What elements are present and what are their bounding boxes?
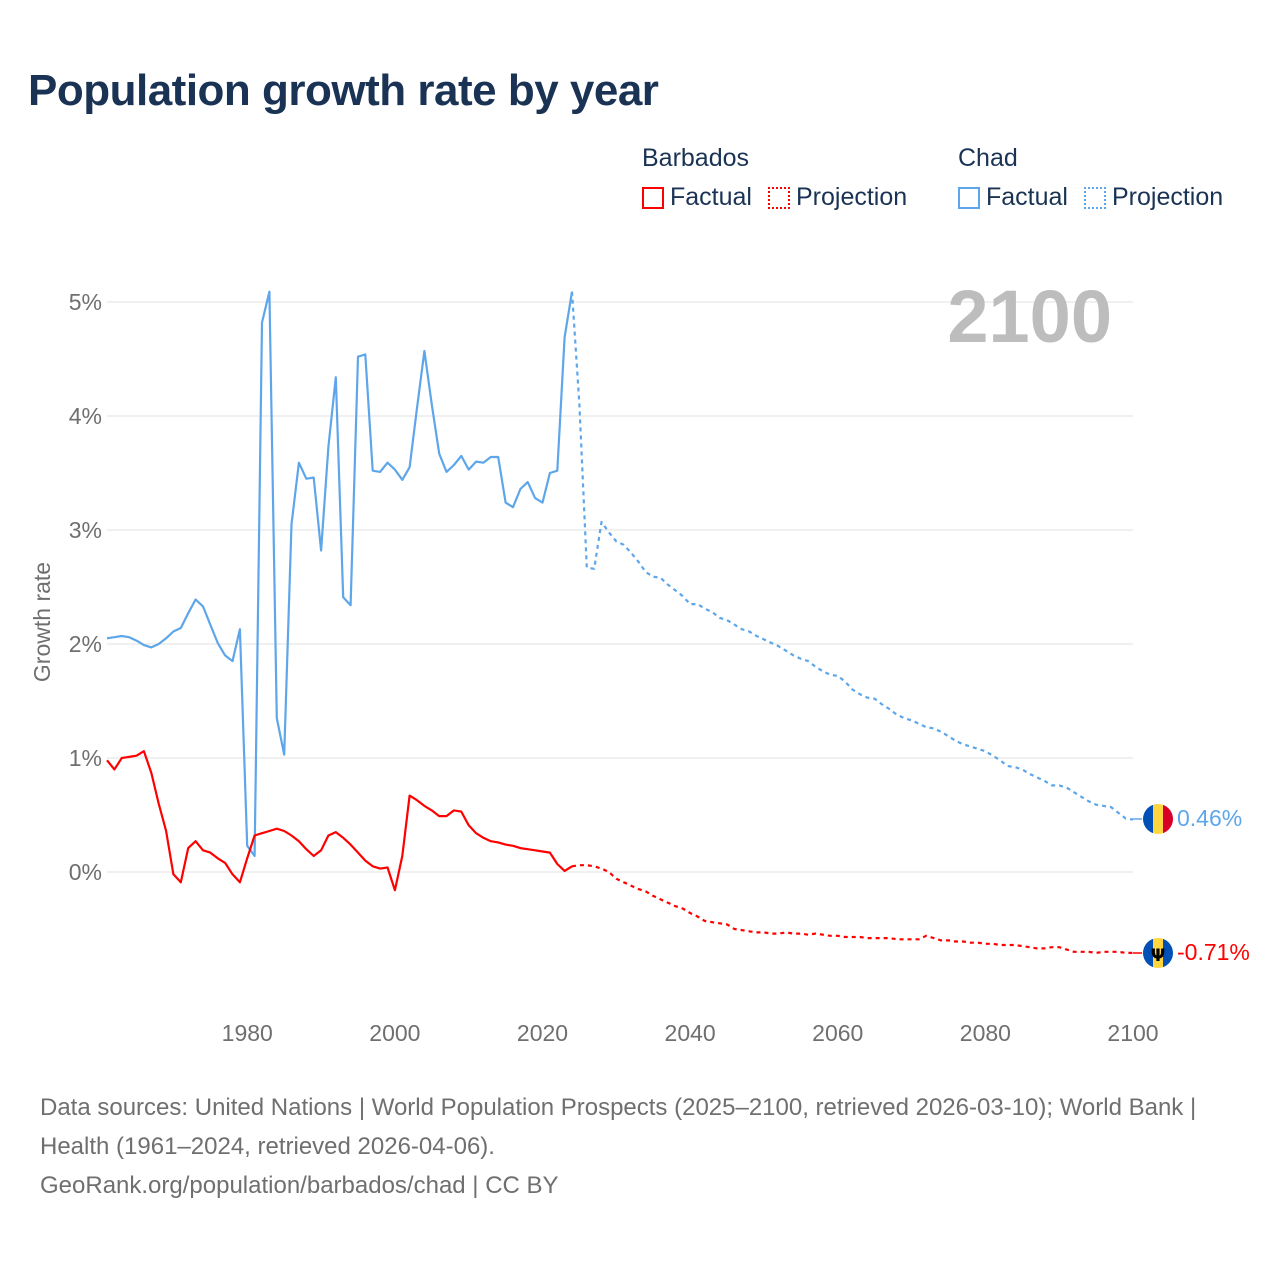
barbados-factual-line[interactable] bbox=[106, 750, 573, 892]
barbados-flag-icon: Ψ bbox=[1143, 938, 1173, 968]
data-sources: Data sources: United Nations | World Pop… bbox=[40, 1094, 1197, 1160]
chad-factual-line[interactable] bbox=[106, 290, 574, 858]
y-axis-label: Growth rate bbox=[29, 562, 55, 682]
legend-barbados-projection[interactable]: Projection bbox=[767, 183, 908, 212]
barbados-projection-line[interactable] bbox=[571, 864, 1133, 954]
x-tick-label: 2000 bbox=[369, 1020, 420, 1046]
x-tick-label: 2080 bbox=[960, 1020, 1011, 1046]
chad-projection-line[interactable] bbox=[570, 291, 1134, 821]
legend-chad: Chad Factual Projection bbox=[958, 144, 1223, 212]
x-tick-label: 2020 bbox=[517, 1020, 568, 1046]
legend-label: Projection bbox=[795, 183, 908, 211]
legend-barbados: Barbados Factual Projection bbox=[642, 144, 907, 212]
svg-text:Ψ: Ψ bbox=[1151, 946, 1165, 966]
line-chart: 0% 1% 2% 3% 4% 5% 1980 2000 2020 2040 2060 2080 2100… bbox=[29, 275, 1250, 1046]
chart-title: Population growth rate by year bbox=[28, 66, 659, 115]
legend-swatch-solid bbox=[958, 186, 980, 209]
year-indicator: 2100 bbox=[947, 275, 1112, 358]
credit-link[interactable]: GeoRank.org/population/barbados/chad | C… bbox=[40, 1172, 559, 1199]
y-tick-label: 3% bbox=[69, 517, 102, 543]
legend-chad-projection[interactable]: Projection bbox=[1083, 183, 1224, 212]
legend-group-name: Chad bbox=[958, 144, 1018, 172]
legend-label: Projection bbox=[1111, 183, 1224, 211]
y-tick-label: 1% bbox=[69, 745, 102, 771]
barbados-end-label: -0.71% bbox=[1177, 939, 1250, 965]
footer: Data sources: United Nations | World Pop… bbox=[40, 1088, 1240, 1205]
x-tick-label: 1980 bbox=[222, 1020, 273, 1046]
x-tick-label: 2040 bbox=[665, 1020, 716, 1046]
legend-label: Factual bbox=[670, 183, 752, 211]
legend-group-name: Barbados bbox=[642, 144, 750, 172]
legend-swatch-dotted bbox=[1083, 186, 1106, 209]
y-tick-label: 2% bbox=[69, 631, 102, 657]
chad-end-label: 0.46% bbox=[1177, 805, 1242, 831]
legend-swatch-dotted bbox=[767, 186, 790, 209]
x-tick-label: 2100 bbox=[1107, 1020, 1158, 1046]
legend-label: Factual bbox=[986, 183, 1068, 211]
legend-chad-factual[interactable]: Factual bbox=[958, 183, 1068, 212]
y-tick-label: 4% bbox=[69, 403, 102, 429]
chad-flag-icon bbox=[1143, 804, 1173, 834]
legend-swatch-solid bbox=[642, 186, 664, 209]
legend-barbados-factual[interactable]: Factual bbox=[642, 183, 752, 212]
y-tick-label: 5% bbox=[69, 289, 102, 315]
x-tick-label: 2060 bbox=[812, 1020, 863, 1046]
y-tick-label: 0% bbox=[69, 859, 102, 885]
